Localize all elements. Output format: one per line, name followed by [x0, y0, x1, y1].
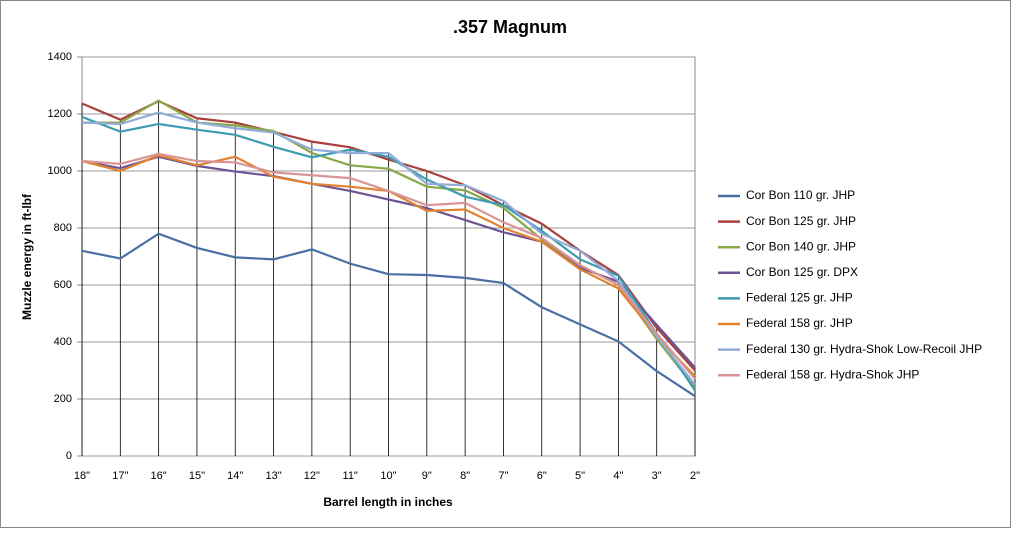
- x-tick-label: 6": [537, 470, 547, 482]
- legend-label: Cor Bon 140 gr. JHP: [746, 239, 856, 253]
- x-tick-label: 3": [652, 470, 662, 482]
- x-axis-title: Barrel length in inches: [323, 495, 453, 509]
- x-tick-label: 16": [151, 470, 167, 482]
- y-tick-label: 600: [54, 279, 72, 291]
- legend-label: Cor Bon 125 gr. DPX: [746, 265, 858, 279]
- y-tick-label: 400: [54, 336, 72, 348]
- x-tick-label: 10": [380, 470, 396, 482]
- x-tick-label: 4": [613, 470, 623, 482]
- y-tick-label: 800: [54, 222, 72, 234]
- x-tick-label: 9": [422, 470, 432, 482]
- series-line: [81, 232, 696, 398]
- series-line: [81, 152, 696, 380]
- x-tick-label: 5": [575, 470, 585, 482]
- y-axis-title: Muzzle energy in ft-lbf: [20, 193, 34, 320]
- x-tick-label: 13": [265, 470, 281, 482]
- x-tick-label: 2": [690, 470, 700, 482]
- legend-label: Federal 158 gr. Hydra-Shok JHP: [746, 367, 919, 381]
- chart-title: .357 Magnum: [453, 17, 567, 37]
- y-tick-label: 1200: [48, 108, 72, 120]
- x-tick-label: 18": [74, 470, 90, 482]
- series-line: [81, 99, 696, 372]
- x-tick-label: 12": [304, 470, 320, 482]
- x-tick-label: 8": [460, 470, 470, 482]
- series-line: [81, 115, 696, 392]
- y-tick-label: 0: [66, 450, 72, 462]
- x-tick-label: 7": [498, 470, 508, 482]
- x-tick-label: 17": [112, 470, 128, 482]
- legend-label: Cor Bon 125 gr. JHP: [746, 214, 856, 228]
- series-line: [81, 111, 696, 386]
- legend-label: Cor Bon 110 gr. JHP: [746, 188, 855, 202]
- x-tick-label: 11": [343, 470, 358, 482]
- y-tick-label: 1000: [48, 165, 72, 177]
- y-tick-label: 1400: [48, 51, 72, 63]
- legend-label: Federal 125 gr. JHP: [746, 291, 853, 305]
- x-tick-label: 15": [189, 470, 205, 482]
- y-tick-label: 200: [54, 393, 72, 405]
- legend-label: Federal 130 gr. Hydra-Shok Low-Recoil JH…: [746, 342, 982, 356]
- legend-label: Federal 158 gr. JHP: [746, 316, 853, 330]
- x-tick-label: 14": [227, 470, 243, 482]
